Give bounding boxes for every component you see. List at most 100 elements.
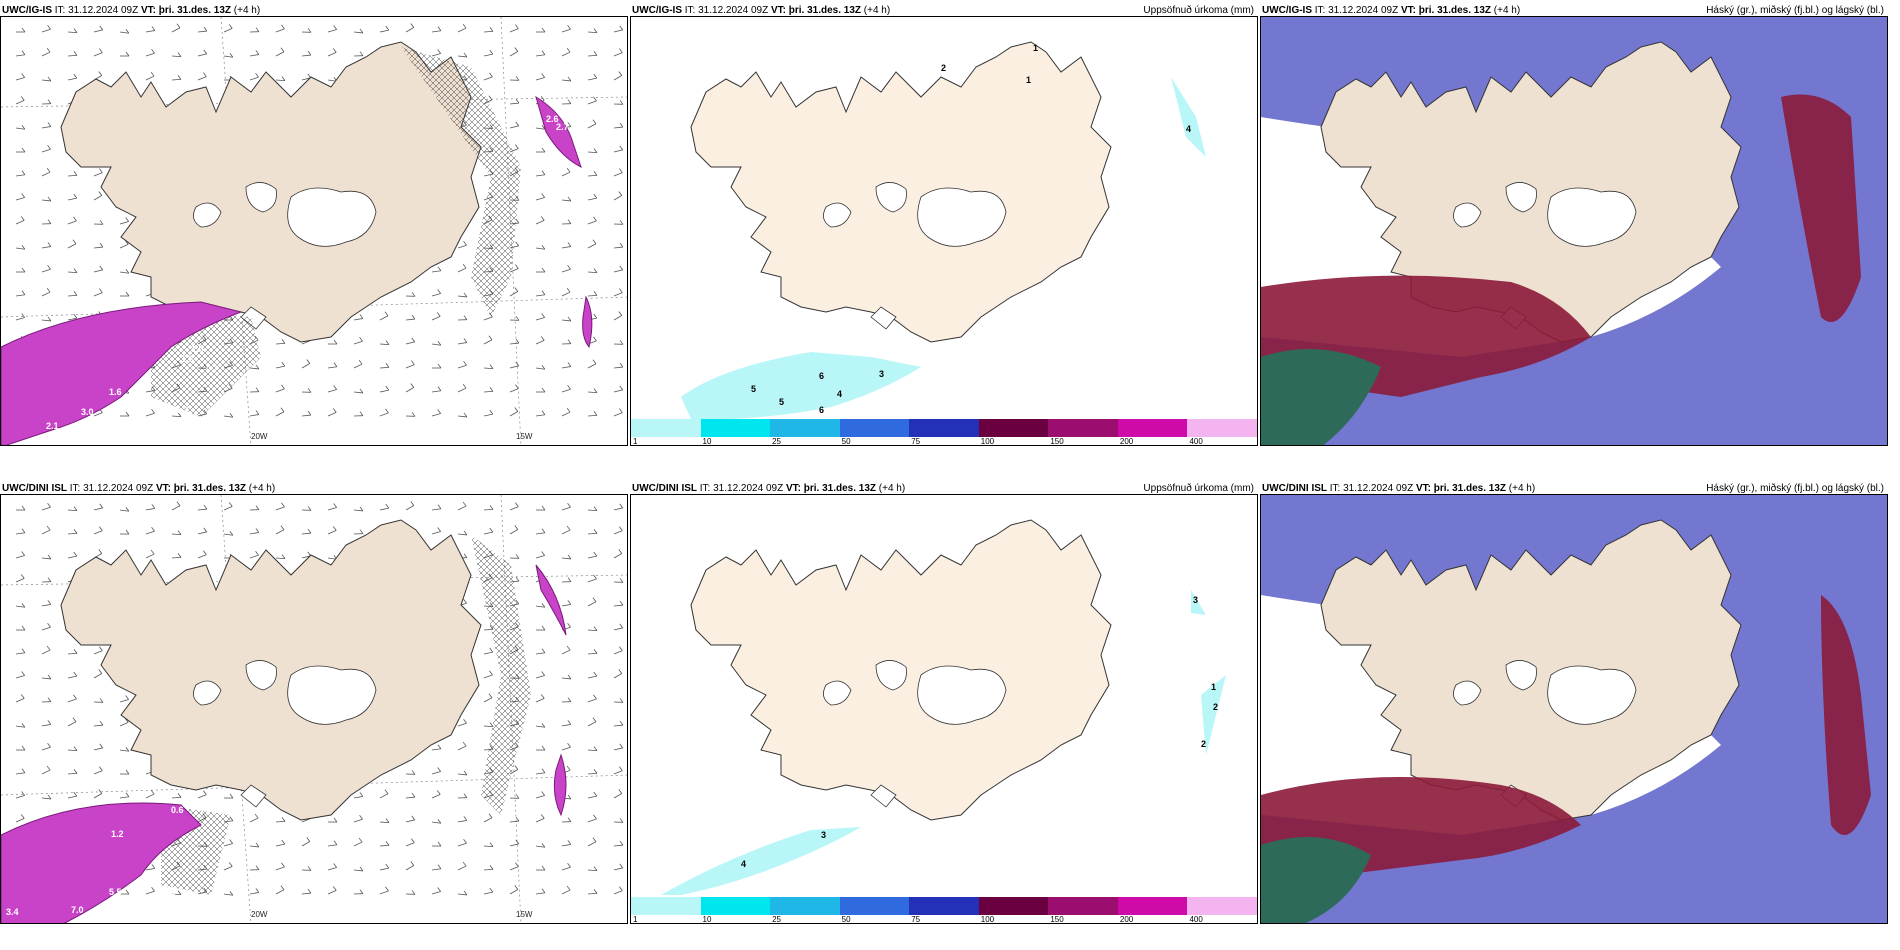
wind-barb — [67, 197, 77, 201]
wind-barb — [535, 652, 545, 655]
wind-barb — [99, 698, 104, 703]
wind-barb — [41, 199, 51, 202]
wind-barb — [613, 627, 623, 631]
wind-barb — [21, 745, 26, 751]
wind-barb — [489, 364, 494, 369]
wind-barb — [327, 389, 337, 393]
wind-barb — [431, 868, 441, 871]
wind-barb — [619, 145, 624, 151]
wind-barb — [15, 555, 25, 559]
wind-barb — [457, 27, 467, 33]
wind-barb — [47, 76, 52, 82]
wind-barb — [483, 817, 493, 823]
wind-barb — [353, 391, 363, 394]
wind-barb — [613, 507, 623, 511]
wind-barb — [306, 359, 311, 364]
wind-barb — [203, 550, 207, 555]
wind-barb — [229, 793, 234, 799]
wind-barb — [171, 893, 182, 896]
wind-barb — [411, 337, 416, 343]
colorbar-tick: 25 — [772, 437, 782, 446]
wind-barb — [431, 343, 441, 346]
wind-barb — [171, 556, 182, 559]
wind-barb — [99, 168, 103, 173]
wind-barb — [509, 866, 519, 871]
wind-barb — [436, 790, 441, 795]
colorbar-swatch — [700, 419, 772, 437]
wind-barb — [483, 697, 493, 703]
wind-barb — [359, 866, 364, 872]
wind-value-label: 5.5 — [109, 887, 122, 897]
glacier — [287, 187, 377, 247]
wind-barb — [47, 196, 52, 202]
wind-barb — [619, 362, 624, 368]
wind-barb — [431, 413, 441, 417]
wind-barb — [21, 245, 26, 250]
wind-barb — [515, 576, 520, 582]
wind-barb — [41, 604, 51, 607]
wind-barb — [587, 294, 598, 297]
glacier — [870, 784, 897, 808]
wind-barb — [619, 840, 624, 846]
wind-barb — [255, 72, 259, 78]
wind-barb — [567, 720, 572, 725]
wind-barb — [593, 268, 598, 273]
wind-barb — [567, 697, 572, 702]
map-frame: 3 1 2 2 3 4 1 10 25 50 75 100 150 200 400 — [630, 494, 1258, 924]
precip-area — [661, 827, 861, 895]
precip-value-label: 3 — [879, 369, 884, 379]
wind-barb — [566, 645, 571, 651]
wind-barb — [561, 28, 571, 33]
wind-barb — [587, 54, 598, 57]
wind-barb — [47, 242, 52, 247]
wind-barb — [509, 102, 519, 105]
wind-barb — [203, 527, 208, 533]
wind-barb — [535, 127, 545, 130]
wind-barb — [463, 360, 467, 366]
wind-barb — [410, 501, 415, 506]
panel-header: UWC/DINI ISL IT: 31.12.2024 09Z VT: þri.… — [632, 483, 906, 494]
wind-barb — [353, 509, 363, 512]
wind-barb — [483, 390, 494, 393]
wind-barb — [306, 837, 311, 842]
wind-barb — [619, 48, 623, 53]
wind-barb — [567, 794, 572, 800]
wind-barb — [281, 502, 285, 508]
wind-barb — [509, 342, 519, 345]
wind-barb — [541, 888, 546, 893]
wind-barb — [457, 533, 467, 536]
wind-barb — [275, 843, 285, 847]
wind-barb — [541, 313, 545, 318]
wind-barb — [593, 28, 598, 33]
wind-barb — [41, 649, 51, 655]
wind-barb — [405, 842, 415, 847]
wind-barb — [385, 340, 390, 345]
wind-barb — [73, 313, 78, 319]
wind-barb — [281, 361, 286, 367]
wind-barb — [353, 340, 363, 345]
wind-barb — [15, 725, 25, 728]
wind-barb — [145, 868, 155, 871]
glacier — [917, 187, 1007, 247]
precip-area — [582, 295, 593, 349]
wind-barb — [463, 770, 468, 776]
wind-barb — [405, 364, 415, 369]
wind-barb — [566, 407, 571, 413]
colorbar-swatch — [978, 897, 1050, 915]
wind-barb — [223, 415, 233, 418]
wind-barb — [20, 574, 25, 579]
wind-barb — [515, 24, 519, 29]
wind-barb — [593, 551, 598, 557]
wind-barb — [119, 221, 129, 225]
glacier — [1453, 202, 1482, 228]
wind-barb — [567, 264, 571, 270]
wind-barb — [592, 837, 597, 843]
wind-barb — [41, 506, 51, 511]
wind-barb — [541, 73, 545, 78]
wind-barb — [99, 646, 103, 651]
wind-barb — [483, 30, 494, 33]
wind-barb — [301, 54, 311, 57]
wind-barb — [125, 792, 130, 797]
wind-barb — [541, 528, 546, 533]
wind-barb — [462, 861, 467, 867]
